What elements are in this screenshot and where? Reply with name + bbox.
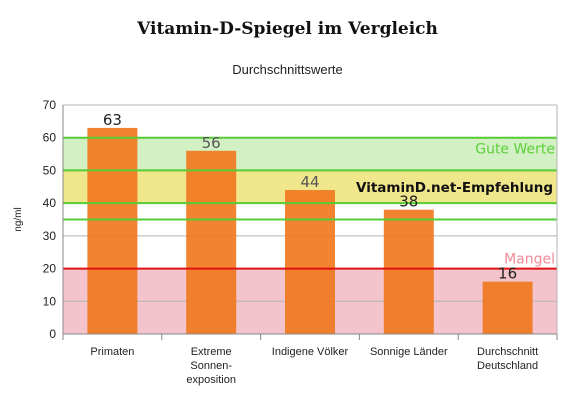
- value-label-2: 44: [300, 173, 319, 191]
- y-tick-label-1: 10: [43, 294, 57, 308]
- value-label-1: 56: [202, 134, 221, 152]
- y-tick-label-3: 30: [43, 229, 57, 243]
- category-label-3: Sonnige Länder: [370, 346, 448, 358]
- chart-labels: 63 56 44 38 16 0 10 20 30 40 50 60 70 ng/ml Primaten Ex…: [13, 98, 555, 386]
- chart-title: Vitamin-D-Spiegel im Vergleich: [137, 19, 438, 39]
- y-tick-label-2: 20: [43, 262, 57, 276]
- zone-label-good: Gute Werte: [475, 142, 555, 158]
- category-label-line: Primaten: [90, 346, 134, 358]
- value-label-4: 16: [498, 265, 517, 283]
- category-label-1: Extreme Sonnen-exposition: [186, 346, 236, 386]
- bars: [87, 127, 533, 335]
- category-label-0: Primaten: [90, 346, 134, 358]
- category-label-line: Extreme: [191, 346, 232, 358]
- category-label-line: exposition: [186, 374, 236, 386]
- value-label-0: 63: [103, 111, 122, 129]
- category-label-line: Indigene Völker: [272, 346, 349, 358]
- y-tick-label-5: 50: [43, 163, 57, 177]
- bar-1: [186, 150, 237, 334]
- zone-label-recommendation: VitaminD.net-Empfehlung: [356, 180, 553, 196]
- bar-4: [482, 281, 533, 334]
- y-axis-label: ng/ml: [13, 207, 24, 231]
- bar-3: [383, 209, 434, 334]
- y-tick-label-6: 60: [43, 131, 57, 145]
- category-label-2: Indigene Völker: [272, 346, 349, 358]
- y-tick-label-7: 70: [43, 98, 57, 112]
- reference-lines: [63, 136, 557, 270]
- value-label-3: 38: [399, 193, 418, 211]
- axes: [62, 105, 558, 340]
- chart-subtitle: Durchschnittswerte: [232, 62, 343, 77]
- y-tick-label-4: 40: [43, 196, 57, 210]
- zone-label-deficiency: Mangel: [504, 252, 555, 268]
- bar-0: [87, 127, 138, 335]
- category-label-4: Durchschnitt Deutschland: [477, 346, 538, 372]
- category-label-line: Sonnen-: [190, 360, 232, 372]
- category-label-line: Sonnige Länder: [370, 346, 448, 358]
- bar-2: [285, 190, 335, 334]
- category-label-line: Deutschland: [477, 360, 538, 372]
- y-tick-label-0: 0: [49, 327, 56, 341]
- category-label-line: Durchschnitt: [477, 346, 538, 358]
